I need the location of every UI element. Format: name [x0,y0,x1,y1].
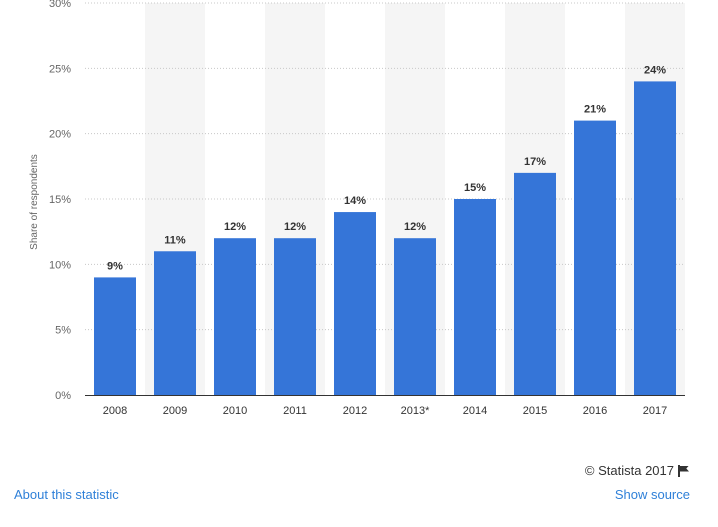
data-label: 21% [584,104,606,116]
bar-2016[interactable] [574,120,616,395]
show-source-link[interactable]: Show source [614,487,690,502]
x-tick-label: 2012 [343,405,367,417]
x-tick-label: 2013* [401,405,430,417]
x-axis-ticks: 2008 2009 2010 2011 2012 2013* 2014 2015 2016 201… [103,405,667,417]
y-tick-label: 25% [49,63,71,75]
y-axis-ticks: 0% 5% 10% 15% 20% 25% 30% [49,0,71,402]
y-tick-label: 5% [55,325,71,337]
data-label: 12% [284,221,306,233]
y-tick-label: 20% [49,129,71,141]
data-label: 12% [404,221,426,233]
data-label: 11% [164,234,186,246]
bar-2014[interactable] [454,199,496,395]
statista-credit: © Statista 2017 [585,463,690,478]
x-tick-label: 2011 [283,405,307,417]
flag-icon[interactable] [678,464,690,477]
bar-2009[interactable] [154,251,196,395]
y-tick-label: 0% [55,390,71,402]
about-statistic-link[interactable]: About this statistic [14,487,119,502]
bar-2015[interactable] [514,172,556,395]
data-label: 15% [464,182,486,194]
bars [94,81,676,396]
x-tick-label: 2008 [103,405,127,417]
bar-2017[interactable] [634,81,676,396]
bar-2013*[interactable] [394,238,436,395]
y-tick-label: 30% [49,0,71,10]
x-tick-label: 2015 [523,405,547,417]
x-tick-label: 2009 [163,405,187,417]
x-tick-label: 2017 [643,405,667,417]
data-label: 14% [344,195,366,207]
bar-2011[interactable] [274,238,316,395]
x-tick-label: 2016 [583,405,607,417]
data-label: 17% [524,156,546,168]
data-label: 24% [644,64,666,76]
x-tick-label: 2014 [463,405,487,417]
bar-chart: 9% 11% 12% 12% 14% 12% 15% 17% 21% 24% 0% 5% 10% 15%… [29,0,685,417]
data-label: 9% [107,260,123,272]
x-tick-label: 2010 [223,405,247,417]
data-labels: 9% 11% 12% 12% 14% 12% 15% 17% 21% 24% [107,64,666,272]
y-tick-label: 15% [49,194,71,206]
bar-2010[interactable] [214,238,256,395]
data-label: 12% [224,221,246,233]
bar-2008[interactable] [94,277,136,395]
y-axis-label: Share of respondents [29,154,40,250]
bar-2012[interactable] [334,212,376,395]
credit-text: © Statista 2017 [584,463,674,478]
y-tick-label: 10% [49,259,71,271]
